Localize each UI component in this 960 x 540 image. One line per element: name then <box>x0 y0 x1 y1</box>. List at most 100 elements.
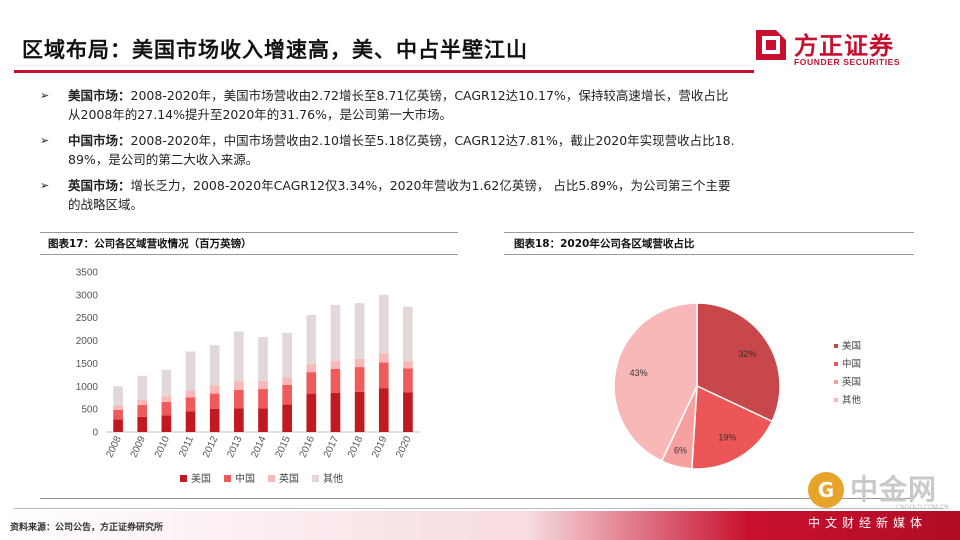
bar-segment-英国 <box>403 361 413 369</box>
pie-data-label: 32% <box>738 349 756 359</box>
bar-segment-美国 <box>354 391 365 432</box>
chart1-caption: 图表17：公司各区域营收情况（百万英镑） <box>48 238 252 250</box>
logo-mark-icon <box>756 30 786 60</box>
pie-slice-美国 <box>696 302 781 423</box>
bullet-label: 英国市场： <box>68 178 131 193</box>
bar-segment-中国 <box>137 405 148 417</box>
bar-segment-其他 <box>403 306 413 362</box>
bar-segment-英国 <box>209 385 220 394</box>
bullet-text: 增长乏力，2008-2020年CAGR12仅3.34%，2020年营收为1.62… <box>130 178 731 193</box>
legend-label: 中国 <box>235 472 255 485</box>
y-tick-label: 3000 <box>76 290 99 301</box>
bar-segment-中国 <box>113 409 123 420</box>
bar-segment-美国 <box>113 419 123 432</box>
bullet-cn-market: ➢ 中国市场：2008-2020年，中国市场营收由2.10增长至5.18亿英镑，… <box>40 131 890 169</box>
bullet-text: 2008-2020年，美国市场营收由2.72增长至8.71亿英镑，CAGR12达… <box>130 88 729 103</box>
y-tick-label: 0 <box>92 428 98 439</box>
bar-segment-其他 <box>234 331 244 382</box>
bar-segment-其他 <box>209 345 220 386</box>
x-tick-label: 2012 <box>201 434 221 459</box>
y-tick-label: 2000 <box>76 336 99 347</box>
x-tick-label: 2016 <box>298 434 318 459</box>
pie-data-label: 6% <box>674 445 687 455</box>
source-note: 资料来源：公司公告，方正证券研究所 <box>10 523 164 533</box>
x-tick-label: 2020 <box>394 434 414 459</box>
chart-divider <box>40 498 914 499</box>
bar-segment-美国 <box>306 393 317 432</box>
caption-rule <box>40 232 458 233</box>
legend-swatch <box>834 344 838 348</box>
caption-rule <box>504 232 914 233</box>
legend-swatch <box>834 362 838 366</box>
bullet-label: 美国市场： <box>68 88 131 103</box>
bar-segment-中国 <box>354 367 365 392</box>
bar-segment-中国 <box>306 372 317 394</box>
bar-segment-英国 <box>354 358 365 368</box>
bar-segment-中国 <box>378 362 389 389</box>
x-tick-label: 2014 <box>249 434 269 459</box>
bar-segment-其他 <box>282 332 292 378</box>
footer-rule <box>14 508 944 509</box>
bar-segment-美国 <box>378 388 389 432</box>
pie-slice-其他 <box>613 302 698 463</box>
bar-segment-美国 <box>282 404 292 432</box>
bar-segment-英国 <box>113 405 123 410</box>
bar-segment-英国 <box>185 390 196 398</box>
logo-text-cn: 方正证券 <box>794 32 894 60</box>
y-tick-label: 1000 <box>76 382 99 393</box>
bullet-label: 中国市场： <box>68 133 131 148</box>
bar-segment-英国 <box>282 377 292 385</box>
bullet-uk-market: ➢ 英国市场：增长乏力，2008-2020年CAGR12仅3.34%，2020年… <box>40 176 890 214</box>
x-tick-label: 2017 <box>322 434 342 459</box>
bar-segment-英国 <box>306 364 317 373</box>
bar-segment-其他 <box>378 294 389 354</box>
x-tick-label: 2011 <box>177 434 196 459</box>
y-tick-label: 500 <box>81 405 98 416</box>
pie-data-label: 43% <box>630 368 648 378</box>
bar-segment-美国 <box>209 408 220 432</box>
pie-slice-中国 <box>690 384 774 470</box>
legend-label: 中国 <box>842 358 861 370</box>
watermark: G 中金网 CNGOLD.COM.CN 中文财经新媒体 <box>808 468 958 538</box>
legend-swatch <box>224 475 231 482</box>
bar-segment-英国 <box>234 381 244 390</box>
legend-swatch <box>312 475 319 482</box>
bar-segment-英国 <box>137 400 148 406</box>
bar-segment-中国 <box>185 397 196 412</box>
bar-segment-其他 <box>137 375 148 400</box>
legend-label: 美国 <box>191 472 211 485</box>
legend-label: 其他 <box>323 472 343 485</box>
bar-segment-其他 <box>113 386 123 406</box>
watermark-url: CNGOLD.COM.CN <box>896 504 949 511</box>
legend-swatch <box>180 475 187 482</box>
bar-segment-中国 <box>258 389 268 409</box>
y-tick-label: 2500 <box>76 313 99 324</box>
bar-segment-英国 <box>161 396 172 402</box>
bullet-text: 89%，是公司的第二大收入来源。 <box>68 152 259 167</box>
watermark-name: 中金网 <box>850 473 938 506</box>
legend-label: 英国 <box>842 376 861 388</box>
bar-segment-中国 <box>234 389 244 409</box>
company-logo: 方正证券 FOUNDER SECURITIES <box>754 26 924 70</box>
legend-label: 美国 <box>842 340 861 352</box>
bullet-text: 的战略区域。 <box>68 197 144 212</box>
bar-segment-美国 <box>234 408 244 432</box>
footer-band <box>0 511 960 540</box>
x-tick-label: 2013 <box>225 434 245 459</box>
bar-segment-英国 <box>258 380 268 390</box>
bar-segment-中国 <box>282 384 292 405</box>
arrow-bullet-icon: ➢ <box>40 89 50 102</box>
watermark-logo-icon: G <box>808 472 844 508</box>
bar-segment-美国 <box>403 392 413 432</box>
pie-data-label: 19% <box>718 432 736 442</box>
bar-segment-美国 <box>137 416 148 432</box>
x-tick-label: 2018 <box>346 434 366 459</box>
stacked-bar-chart: 0 500 1000 1500 2000 2500 3000 3500 2008 2009 2010… <box>76 268 420 485</box>
bar-segment-中国 <box>330 368 341 393</box>
title-rule <box>14 70 754 73</box>
watermark-slogan: 中文财经新媒体 <box>808 516 928 530</box>
bar-segment-中国 <box>161 401 172 416</box>
arrow-bullet-icon: ➢ <box>40 179 50 192</box>
legend-label: 其他 <box>842 394 862 406</box>
